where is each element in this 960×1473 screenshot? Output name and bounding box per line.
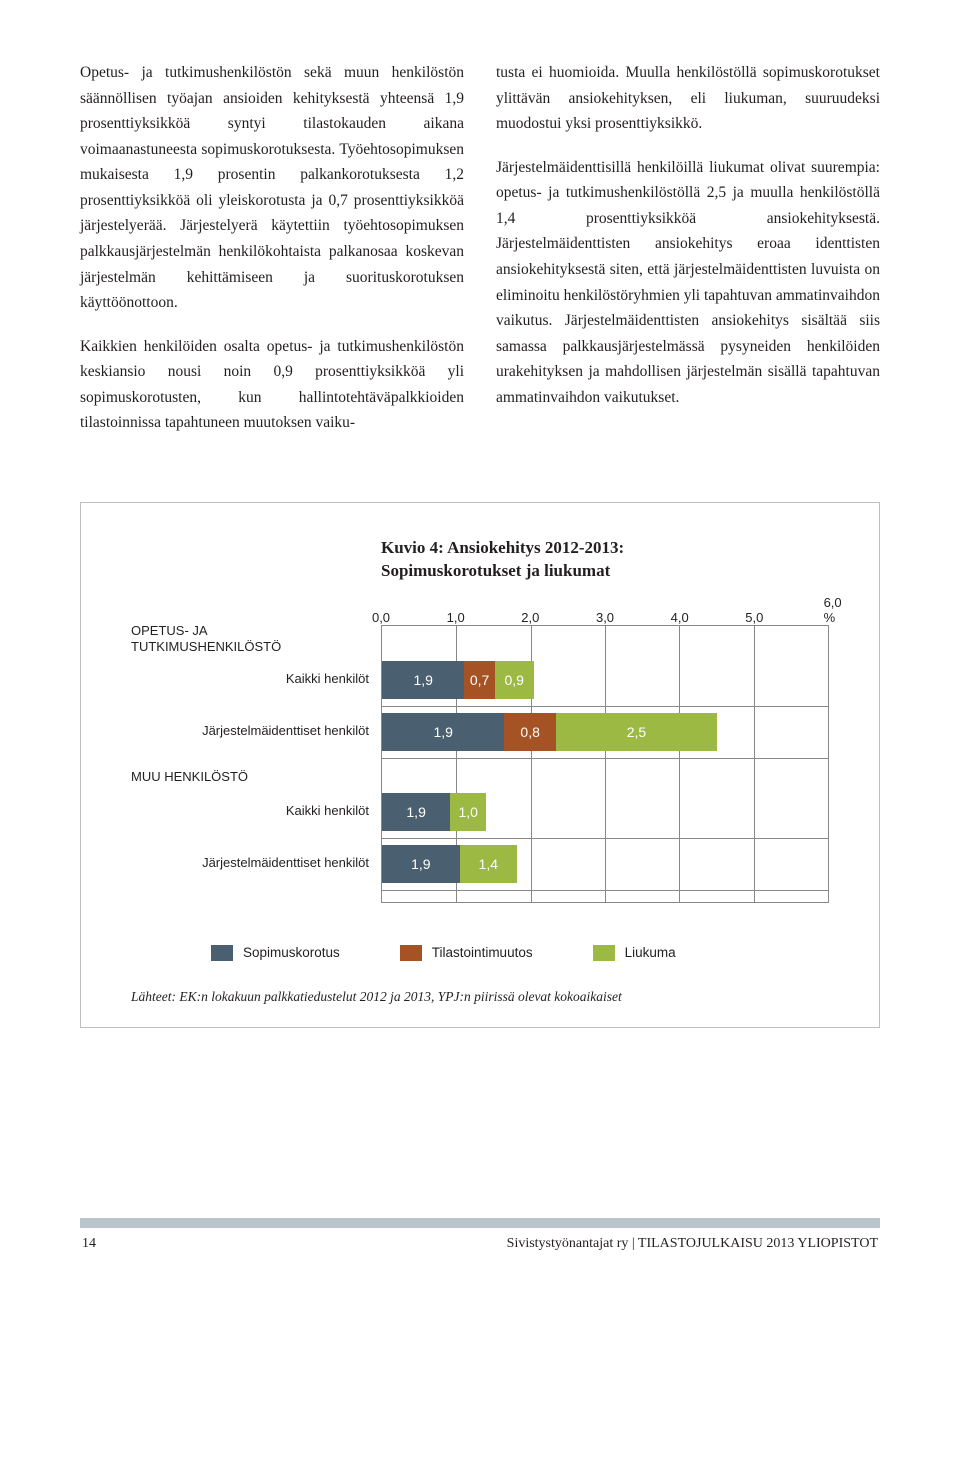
chart-title: Kuvio 4: Ansiokehitys 2012-2013: Sopimus… — [381, 537, 829, 583]
gridline-h — [382, 758, 828, 759]
page-number: 14 — [82, 1236, 96, 1252]
axis-tick: 5,0 — [745, 610, 763, 625]
chart-bar-segment: 1,0 — [450, 793, 486, 831]
footer-line: 14 Sivistystyönantajat ry | TILASTOJULKA… — [80, 1236, 880, 1282]
chart-container: Kuvio 4: Ansiokehitys 2012-2013: Sopimus… — [80, 502, 880, 1028]
legend-item: Tilastointimuutos — [400, 945, 533, 961]
gridline-h — [382, 838, 828, 839]
chart-bar-segment: 0,9 — [495, 661, 534, 699]
axis-tick: 1,0 — [447, 610, 465, 625]
chart-sources: Lähteet: EK:n lokakuun palkkatiedustelut… — [131, 989, 829, 1005]
chart-row-label: Kaikki henkilöt — [286, 803, 369, 819]
chart-row-label: Järjestelmäidenttiset henkilöt — [202, 855, 369, 871]
axis-tick: 2,0 — [521, 610, 539, 625]
body-columns: Opetus- ja tutkimushenkilöstön sekä muun… — [80, 60, 880, 454]
page: Opetus- ja tutkimushenkilöstön sekä muun… — [0, 0, 960, 1282]
chart-plot: 1,90,70,91,90,82,51,91,01,91,4 — [381, 625, 829, 903]
chart-bar-segment: 0,8 — [504, 713, 556, 751]
chart-bar-segment: 1,9 — [382, 845, 460, 883]
legend-label: Sopimuskorotus — [243, 945, 340, 960]
chart-legend: Sopimuskorotus Tilastointimuutos Liukuma — [211, 945, 829, 961]
chart-row-label: Kaikki henkilöt — [286, 671, 369, 687]
axis-tick: 6,0 % — [824, 595, 842, 625]
legend-label: Tilastointimuutos — [432, 945, 533, 960]
paragraph: tusta ei huomioida. Muulla henkilöstöllä… — [496, 60, 880, 137]
chart-group-label: OPETUS- JATUTKIMUSHENKILÖSTÖ — [131, 623, 281, 656]
gridline-h — [382, 890, 828, 891]
chart-title-line: Sopimuskorotukset ja liukumat — [381, 561, 610, 580]
page-footer: 14 Sivistystyönantajat ry | TILASTOJULKA… — [80, 1218, 880, 1282]
legend-item: Liukuma — [593, 945, 676, 961]
legend-swatch — [593, 945, 615, 961]
gridline — [754, 626, 755, 902]
column-right: tusta ei huomioida. Muulla henkilöstöllä… — [496, 60, 880, 454]
chart-bar: 1,91,4 — [382, 845, 627, 883]
chart-bar-segment: 1,9 — [382, 793, 450, 831]
chart-bar-segment: 2,5 — [556, 713, 717, 751]
paragraph: Opetus- ja tutkimushenkilöstön sekä muun… — [80, 60, 464, 316]
gridline-h — [382, 706, 828, 707]
chart-row-label: Järjestelmäidenttiset henkilöt — [202, 723, 369, 739]
legend-label: Liukuma — [625, 945, 676, 960]
axis-tick: 4,0 — [671, 610, 689, 625]
chart-body: OPETUS- JATUTKIMUSHENKILÖSTÖ Kaikki henki… — [131, 625, 829, 903]
footer-rule — [80, 1218, 880, 1228]
chart-bar: 1,91,0 — [382, 793, 598, 831]
chart-group-label: MUU HENKILÖSTÖ — [131, 769, 248, 785]
chart-row-labels: OPETUS- JATUTKIMUSHENKILÖSTÖ Kaikki henki… — [131, 625, 381, 903]
chart-bar-segment: 1,9 — [382, 713, 504, 751]
chart-bar-segment: 0,7 — [464, 661, 494, 699]
chart-bar: 1,90,70,9 — [382, 661, 642, 699]
legend-item: Sopimuskorotus — [211, 945, 340, 961]
footer-text: Sivistystyönantajat ry | TILASTOJULKAISU… — [507, 1236, 878, 1252]
column-left: Opetus- ja tutkimushenkilöstön sekä muun… — [80, 60, 464, 454]
legend-swatch — [400, 945, 422, 961]
chart-bar-segment: 1,4 — [460, 845, 517, 883]
gridline — [679, 626, 680, 902]
chart-bar-segment: 1,9 — [382, 661, 464, 699]
axis-tick: 3,0 — [596, 610, 614, 625]
chart-title-line: Kuvio 4: Ansiokehitys 2012-2013: — [381, 538, 624, 557]
legend-swatch — [211, 945, 233, 961]
paragraph: Järjestelmäidenttisillä henkilöillä liuk… — [496, 155, 880, 411]
paragraph: Kaikkien henkilöiden osalta opetus- ja t… — [80, 334, 464, 436]
chart-bar: 1,90,82,5 — [382, 713, 769, 751]
